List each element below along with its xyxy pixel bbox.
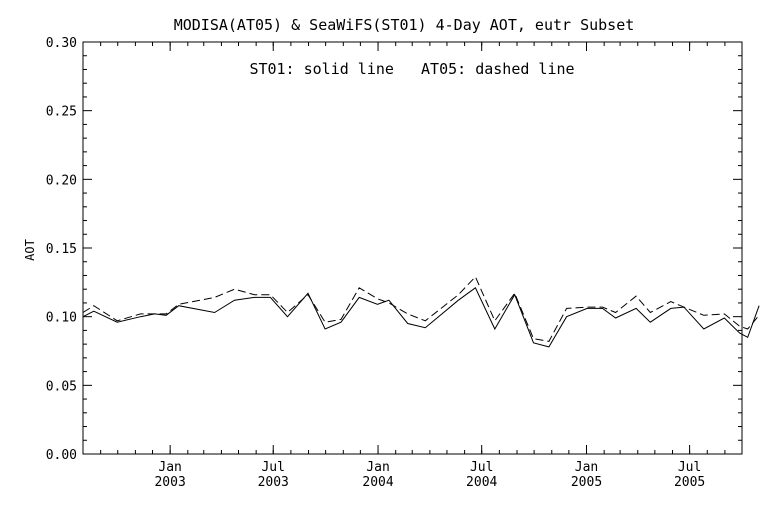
y-tick-label: 0.30 (46, 36, 77, 51)
x-tick-year: 2003 (258, 475, 289, 490)
y-tick-label: 0.00 (46, 448, 77, 463)
y-axis-label: AOT (23, 239, 37, 261)
x-axis: Jan2003Jul2003Jan2004Jul2004Jan2005Jul20… (100, 42, 726, 490)
x-tick-year: 2005 (674, 475, 705, 490)
y-tick-label: 0.25 (46, 105, 77, 120)
x-tick-year: 2004 (466, 475, 497, 490)
y-tick-label: 0.10 (46, 311, 77, 326)
x-tick-year: 2005 (571, 475, 602, 490)
x-tick-month: Jan (575, 460, 598, 475)
plot-frame (82, 41, 743, 455)
y-tick-label: 0.20 (46, 173, 77, 188)
x-tick-month: Jan (158, 460, 181, 475)
x-tick-month: Jan (366, 460, 389, 475)
y-tick-label: 0.05 (46, 379, 77, 394)
legend-annotation: ST01: solid line AT05: dashed line (249, 60, 574, 78)
y-tick-label: 0.15 (46, 242, 77, 257)
x-tick-month: Jul (678, 460, 701, 475)
x-tick-year: 2004 (362, 475, 393, 490)
x-tick-month: Jul (470, 460, 493, 475)
series-line-st01 (82, 287, 760, 348)
x-tick-year: 2003 (154, 475, 185, 490)
series-line-at05 (82, 275, 760, 342)
chart-title: MODISA(AT05) & SeaWiFS(ST01) 4-Day AOT, … (174, 16, 635, 34)
y-axis: 0.00 0.05 0.10 0.15 0.20 0.25 0.30 (46, 36, 742, 463)
x-tick-month: Jul (261, 460, 284, 475)
series-group (82, 275, 760, 348)
